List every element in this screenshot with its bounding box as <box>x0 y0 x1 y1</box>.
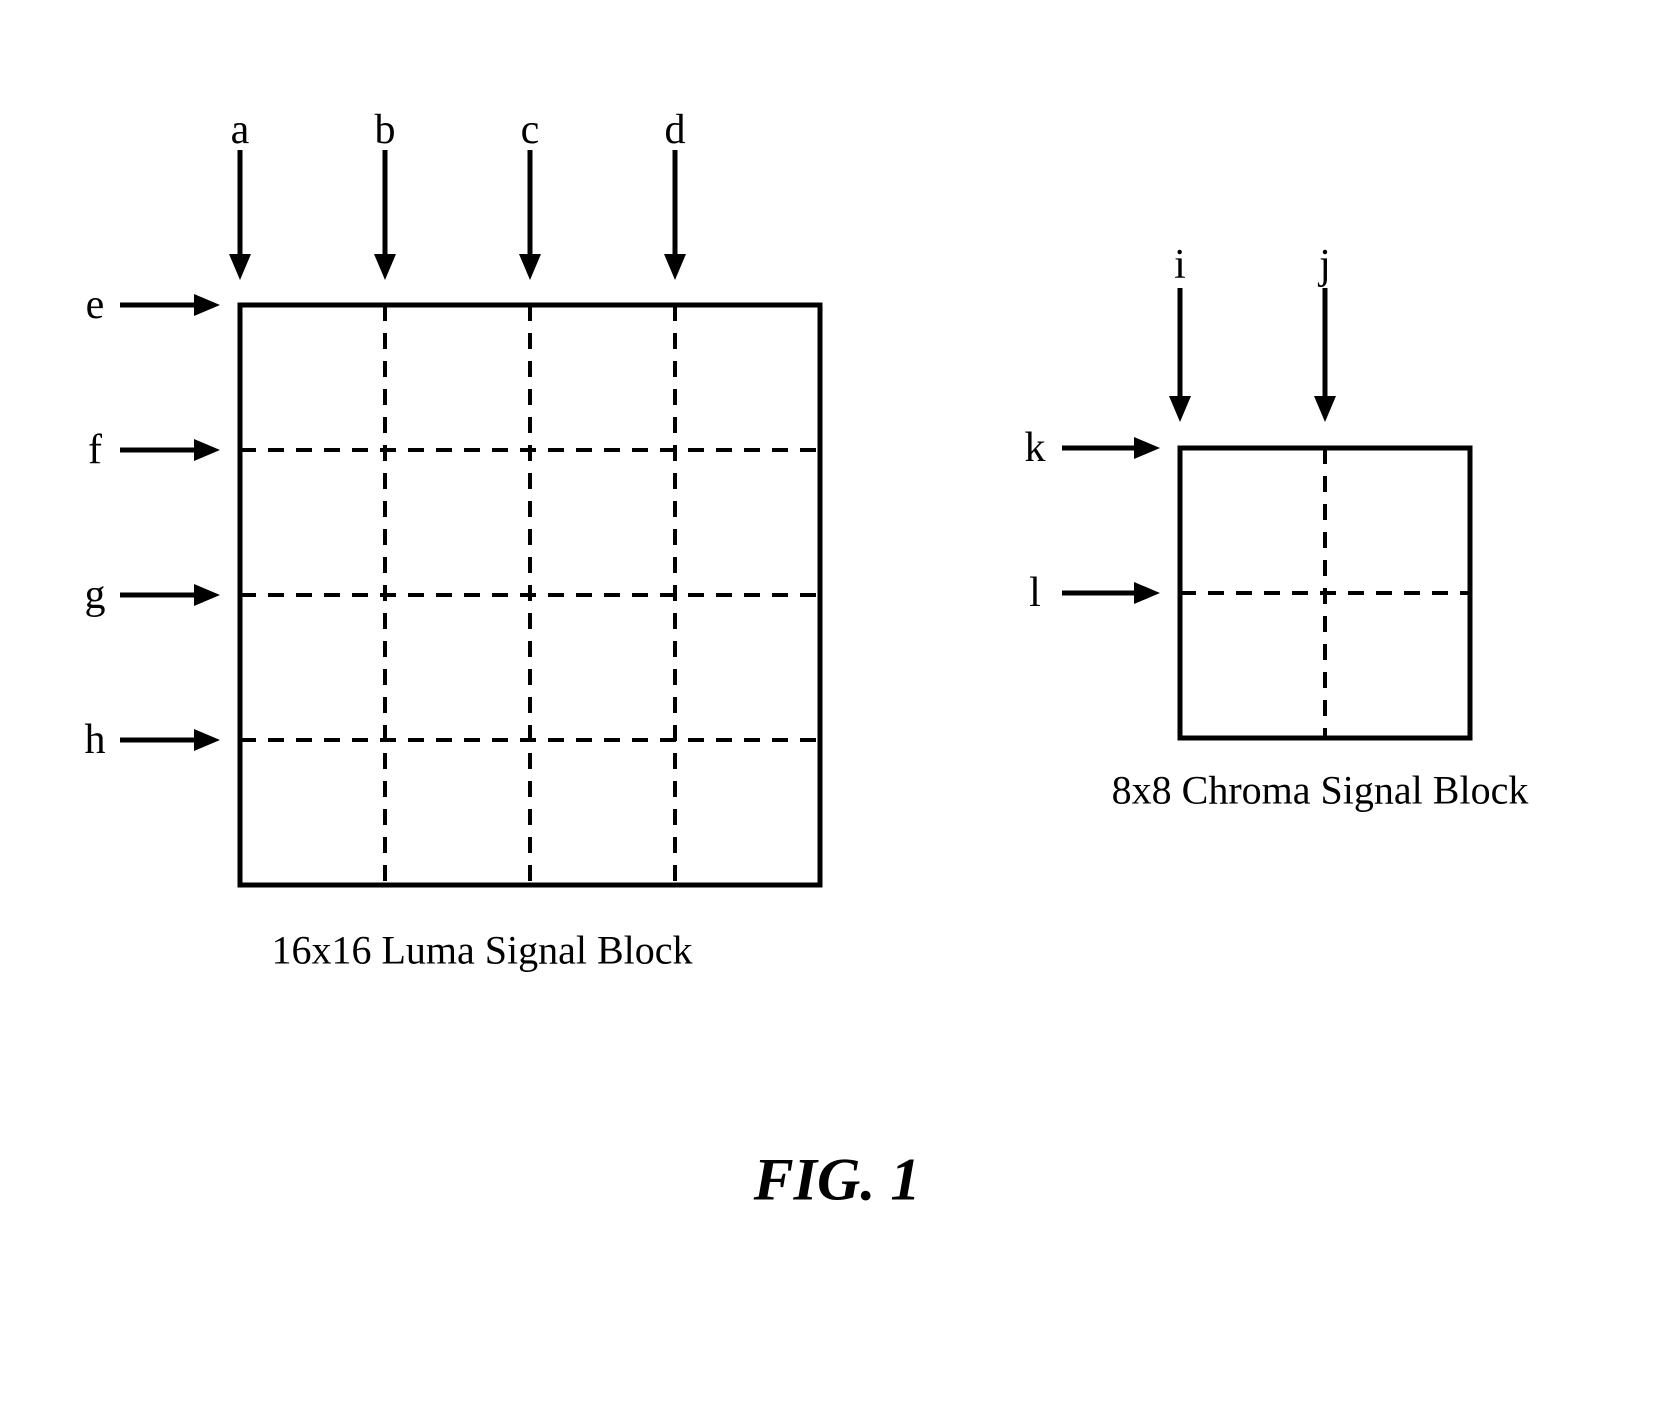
luma-top-label-a: a <box>231 106 250 154</box>
luma-top-label-c: c <box>521 106 540 154</box>
luma-left-label-h: h <box>85 716 106 764</box>
luma-left-label-e: e <box>86 281 105 329</box>
chroma-left-label-k: k <box>1025 424 1046 472</box>
chroma-left-label-l: l <box>1029 569 1041 617</box>
luma-caption: 16x16 Luma Signal Block <box>271 927 692 974</box>
chroma-top-label-j: j <box>1319 241 1331 289</box>
luma-top-label-d: d <box>665 106 686 154</box>
chroma-top-label-i: i <box>1174 241 1186 289</box>
luma-left-label-f: f <box>88 426 102 474</box>
luma-top-label-b: b <box>375 106 396 154</box>
luma-left-label-g: g <box>85 571 106 619</box>
figure-title: FIG. 1 <box>754 1146 921 1215</box>
chroma-caption: 8x8 Chroma Signal Block <box>1112 767 1529 814</box>
